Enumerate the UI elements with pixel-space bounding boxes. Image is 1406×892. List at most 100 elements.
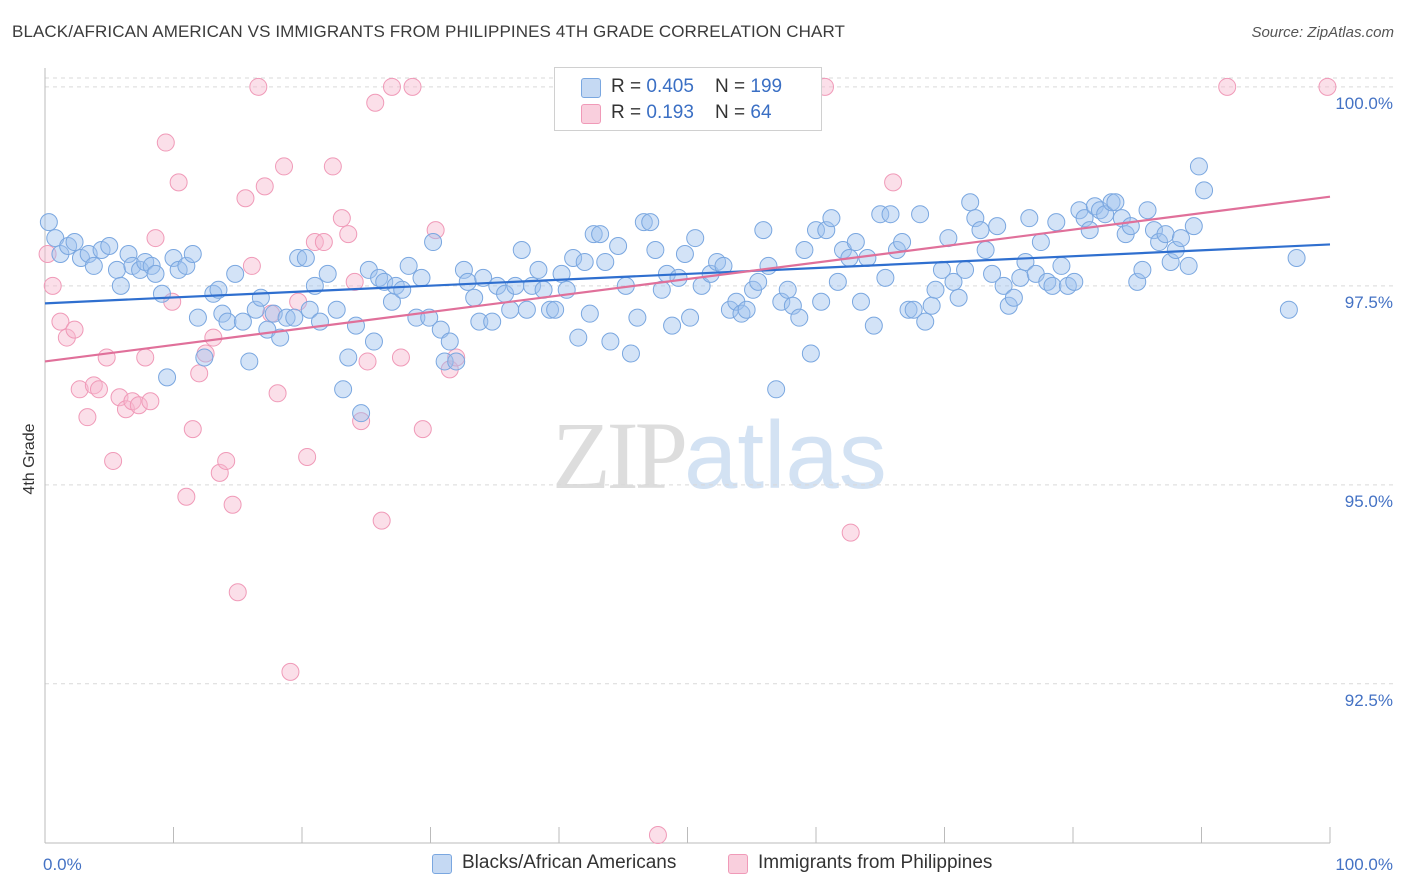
point-black [851, 292, 870, 311]
point-philippines [345, 272, 364, 291]
r-value: 0.405 [646, 76, 694, 97]
point-philippines [249, 77, 268, 96]
point-black [580, 304, 599, 323]
point-philippines [884, 173, 903, 192]
y-tick-label: 97.5% [1345, 293, 1393, 312]
point-black [1195, 181, 1214, 200]
point-philippines [382, 77, 401, 96]
point-philippines [242, 256, 261, 275]
point-black [512, 241, 531, 260]
point-philippines [426, 221, 445, 240]
point-black [277, 308, 296, 327]
legend-swatch-blue [581, 78, 601, 98]
point-black [686, 229, 705, 248]
point-black [1156, 225, 1175, 244]
point-black [812, 292, 831, 311]
point-black [911, 205, 930, 224]
point-black [926, 280, 945, 299]
point-black [1189, 157, 1208, 176]
point-black [778, 280, 797, 299]
point-philippines [352, 412, 371, 431]
r-label: R = [611, 102, 647, 123]
legend-stats-pink: R = 0.193 N = 64 [611, 102, 772, 124]
point-philippines [358, 352, 377, 371]
point-black [375, 272, 394, 291]
point-black [177, 256, 196, 275]
series-black-points [39, 157, 1306, 423]
point-black [881, 205, 900, 224]
correlation-legend: R = 0.405 N = 199 R = 0.193 N = 64 [554, 67, 822, 131]
point-philippines [1318, 77, 1337, 96]
point-black [339, 348, 358, 367]
point-black [1102, 193, 1121, 212]
point-black [454, 260, 473, 279]
point-black [966, 209, 985, 228]
point-black [334, 380, 353, 399]
point-black [412, 268, 431, 287]
point-black [628, 308, 647, 327]
point-black [209, 280, 228, 299]
point-philippines [447, 348, 466, 367]
point-black [233, 312, 252, 331]
point-black [591, 225, 610, 244]
point-black [152, 284, 171, 303]
point-black [183, 244, 202, 263]
point-philippines [146, 229, 165, 248]
point-black [65, 233, 84, 252]
point-philippines [648, 826, 667, 845]
point-black [393, 280, 412, 299]
point-black [465, 288, 484, 307]
point-philippines [51, 312, 70, 331]
point-black [251, 288, 270, 307]
point-philippines [391, 348, 410, 367]
point-philippines [403, 77, 422, 96]
point-black [569, 328, 588, 347]
point-philippines [268, 384, 287, 403]
legend-swatch-blacks [432, 854, 452, 874]
point-black [621, 344, 640, 363]
point-black [1133, 260, 1152, 279]
point-black [352, 404, 371, 423]
point-black [541, 300, 560, 319]
point-philippines [177, 487, 196, 506]
point-black [483, 312, 502, 331]
point-black [1020, 209, 1039, 228]
point-black [218, 312, 237, 331]
point-black [858, 248, 877, 267]
point-black [84, 256, 103, 275]
point-black [226, 264, 245, 283]
point-black [971, 221, 990, 240]
point-black [663, 316, 682, 335]
point-black [772, 292, 791, 311]
point-philippines [841, 523, 860, 542]
point-philippines [57, 328, 76, 347]
y-tick-label: 92.5% [1345, 691, 1393, 710]
x-tick-label-max: 100.0% [1335, 855, 1393, 874]
point-philippines [136, 348, 155, 367]
point-black [1043, 276, 1062, 295]
point-philippines [223, 495, 242, 514]
point-black [876, 268, 895, 287]
point-philippines [314, 233, 333, 252]
point-black [46, 229, 65, 248]
point-black [961, 193, 980, 212]
point-black [988, 217, 1007, 236]
point-black [949, 288, 968, 307]
point-black [904, 300, 923, 319]
point-black [195, 348, 214, 367]
n-value: 64 [750, 102, 772, 123]
point-black [634, 213, 653, 232]
point-black [817, 221, 836, 240]
point-black [767, 380, 786, 399]
point-black [271, 328, 290, 347]
point-philippines [97, 348, 116, 367]
point-black [1121, 217, 1140, 236]
point-black [807, 221, 825, 240]
point-black [1052, 256, 1071, 275]
point-black [864, 316, 883, 335]
point-black [458, 272, 477, 291]
point-black [546, 300, 565, 319]
point-philippines [372, 511, 391, 530]
point-philippines [236, 189, 255, 208]
point-philippines [228, 583, 247, 602]
